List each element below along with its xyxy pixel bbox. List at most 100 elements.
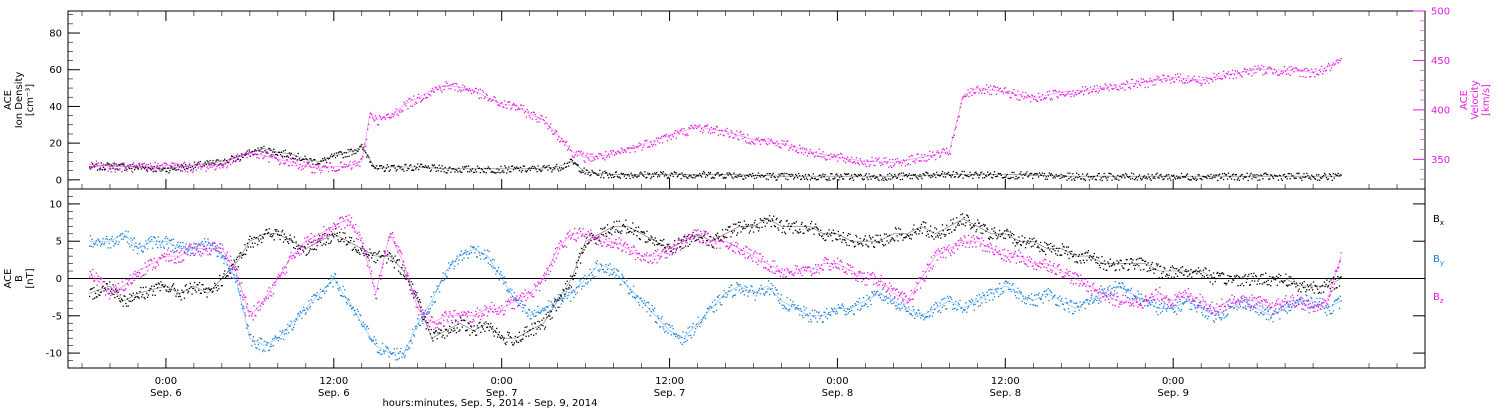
bx-series-point: [1146, 270, 1148, 273]
bx-series-point: [604, 226, 606, 229]
bx-series-point: [1113, 264, 1116, 266]
density-series-point: [1277, 179, 1280, 181]
bx-series-point: [366, 254, 368, 256]
by-series-point: [266, 342, 269, 344]
velocity-series-point: [911, 155, 913, 157]
density-series-point: [344, 156, 346, 158]
velocity-series-point: [555, 129, 557, 131]
bx-series-point: [665, 250, 667, 252]
by-series-point: [389, 351, 391, 353]
bx-series-point: [1026, 241, 1028, 244]
by-series-point: [737, 284, 740, 286]
velocity-series-point: [431, 87, 433, 90]
by-series-point: [280, 338, 282, 340]
density-series-point: [249, 155, 251, 157]
velocity-series-point: [861, 162, 863, 164]
bx-series-point: [1105, 269, 1107, 271]
density-series-point: [1051, 174, 1053, 176]
by-series-point: [474, 252, 476, 254]
density-series-point: [1261, 175, 1263, 177]
by-series-point: [491, 265, 493, 267]
density-series-point: [763, 175, 765, 177]
bx-series-point: [255, 237, 257, 239]
density-series-point: [408, 168, 410, 170]
density-series-point: [1258, 174, 1260, 177]
velocity-series-point: [741, 134, 743, 136]
bx-series-point: [154, 294, 156, 296]
bx-series-point: [217, 285, 219, 287]
by-series-point: [475, 255, 478, 258]
bx-series-point: [851, 240, 853, 242]
density-series-point: [349, 149, 351, 151]
by-series-point: [413, 334, 415, 336]
velocity-series-point: [1159, 79, 1161, 81]
by-series-point: [584, 274, 586, 277]
by-series-point: [763, 293, 765, 295]
bx-series-point: [1180, 267, 1182, 269]
velocity-series-point: [970, 87, 972, 90]
density-series-point: [1287, 173, 1289, 175]
velocity-series-point: [1073, 95, 1075, 97]
density-series-point: [360, 145, 362, 147]
bx-series-point: [1200, 273, 1202, 275]
density-series-point: [118, 164, 120, 166]
bx-series-point: [1188, 274, 1190, 276]
velocity-series-point: [876, 159, 878, 161]
velocity-series-point: [952, 136, 954, 138]
velocity-series-point: [291, 164, 293, 166]
density-series-point: [1134, 178, 1137, 180]
bx-series-point: [890, 239, 892, 241]
bx-series-point: [371, 254, 374, 257]
bx-series-point: [883, 245, 885, 247]
by-series-point: [520, 299, 522, 302]
density-series-point: [167, 167, 169, 170]
by-series-point: [624, 282, 626, 284]
velocity-series-point: [1321, 73, 1324, 75]
density-series-point: [704, 172, 706, 174]
bx-series-point: [1163, 266, 1165, 269]
by-series-point: [302, 309, 304, 311]
density-series-point: [1162, 178, 1164, 181]
density-series-point: [403, 170, 405, 172]
velocity-series-point: [1028, 95, 1030, 97]
density-series-point: [622, 173, 624, 175]
density-series-point: [952, 171, 954, 173]
bx-series-point: [625, 219, 627, 221]
by-series-point: [764, 292, 766, 294]
velocity-series-point: [645, 140, 647, 142]
velocity-series-point: [226, 167, 228, 169]
density-series-point: [1119, 175, 1121, 178]
bx-series-point: [724, 236, 726, 238]
bx-series-point: [469, 334, 471, 336]
velocity-series-point: [1185, 79, 1188, 81]
by-series-point: [270, 343, 272, 345]
density-series-point: [1288, 172, 1290, 175]
bx-series-point: [407, 281, 410, 283]
density-series-point: [107, 163, 109, 165]
bx-series-point: [674, 240, 676, 242]
bx-series-point: [984, 224, 986, 226]
density-series-point: [1193, 178, 1195, 180]
by-series-point: [147, 239, 149, 241]
velocity-series-point: [214, 169, 216, 171]
bx-series-point: [1051, 245, 1054, 248]
bx-series-point: [732, 232, 734, 234]
velocity-series-point: [668, 136, 670, 138]
velocity-series-point: [364, 143, 366, 145]
density-series-point: [720, 174, 722, 176]
bx-series-point: [90, 288, 92, 290]
density-series-point: [761, 174, 763, 176]
velocity-series-point: [789, 147, 791, 150]
velocity-series-point: [1284, 70, 1286, 72]
bx-series-point: [355, 248, 357, 251]
bx-series-point: [1082, 259, 1085, 261]
bx-series-point: [648, 239, 651, 241]
density-series-point: [724, 177, 726, 179]
density-series-point: [1320, 177, 1323, 180]
density-series-point: [432, 165, 434, 167]
density-series-point: [1109, 173, 1111, 175]
bx-series-point: [1197, 267, 1200, 269]
density-series-point: [907, 174, 909, 177]
by-series-point: [629, 289, 631, 291]
by-series-point: [659, 326, 662, 328]
